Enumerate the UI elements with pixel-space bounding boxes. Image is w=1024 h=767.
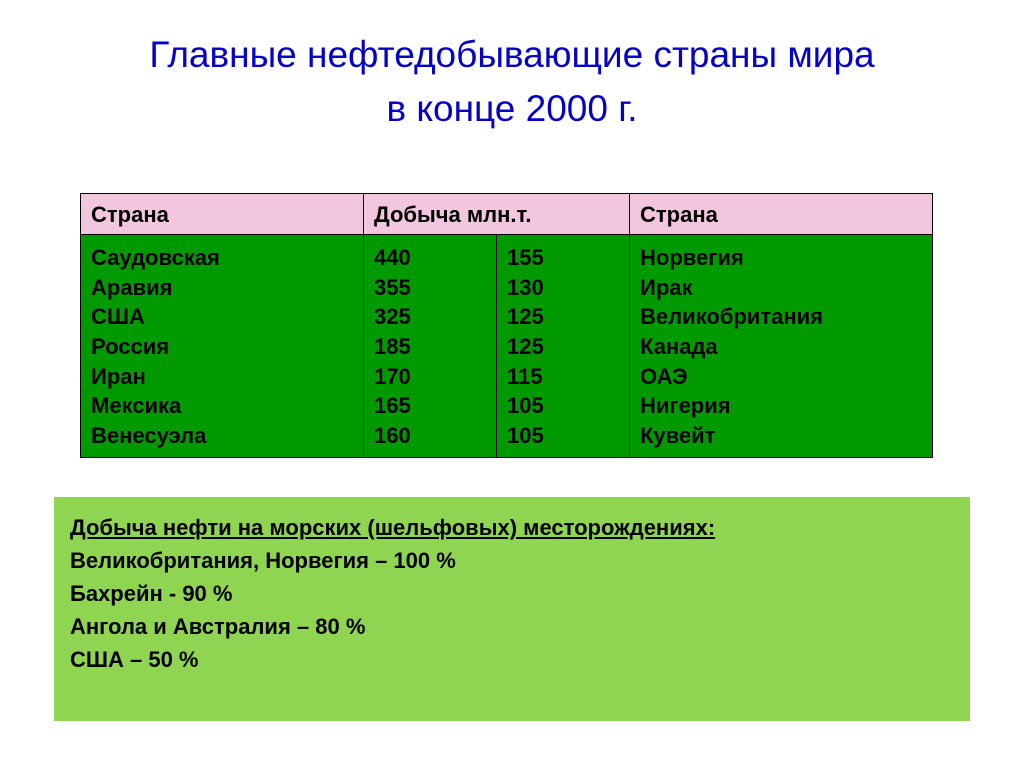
note-header: Добыча нефти на морских (шельфовых) мест… bbox=[70, 515, 715, 540]
value-left-6: 160 bbox=[374, 423, 411, 448]
country-right-1: Ирак bbox=[640, 275, 693, 300]
country-left-2: США bbox=[91, 304, 145, 329]
cell-right-countries: Норвегия Ирак Великобритания Канада ОАЭ … bbox=[630, 235, 933, 458]
title-line-2: в конце 2000 г. bbox=[386, 88, 637, 129]
value-left-4: 170 bbox=[374, 364, 411, 389]
country-left-0: Саудовская bbox=[91, 245, 220, 270]
offshore-note: Добыча нефти на морских (шельфовых) мест… bbox=[54, 497, 970, 721]
value-right-4: 115 bbox=[507, 364, 543, 389]
cell-left-countries: Саудовская Аравия США Россия Иран Мексик… bbox=[81, 235, 364, 458]
table-header-row: Страна Добыча млн.т. Страна bbox=[81, 194, 933, 235]
value-left-3: 185 bbox=[374, 334, 411, 359]
country-right-6: Кувейт bbox=[640, 423, 715, 448]
country-left-5: Мексика bbox=[91, 393, 181, 418]
country-right-2: Великобритания bbox=[640, 304, 823, 329]
value-left-1: 355 bbox=[374, 275, 411, 300]
country-right-5: Нигерия bbox=[640, 393, 731, 418]
value-left-0: 440 bbox=[374, 245, 411, 270]
country-left-4: Иран bbox=[91, 364, 146, 389]
value-left-5: 165 bbox=[374, 393, 411, 418]
country-left-1: Аравия bbox=[91, 275, 172, 300]
note-line-2: Ангола и Австралия – 80 % bbox=[70, 614, 365, 639]
note-line-0: Великобритания, Норвегия – 100 % bbox=[70, 548, 456, 573]
slide-title: Главные нефтедобывающие страны мира в ко… bbox=[0, 0, 1024, 135]
country-left-6: Венесуэла bbox=[91, 423, 206, 448]
country-left-3: Россия bbox=[91, 334, 169, 359]
country-right-0: Норвегия bbox=[640, 245, 744, 270]
col-header-production: Добыча млн.т. bbox=[364, 194, 630, 235]
oil-countries-table: Страна Добыча млн.т. Страна Саудовская А… bbox=[80, 193, 933, 458]
value-right-6: 105 bbox=[507, 423, 544, 448]
note-line-1: Бахрейн - 90 % bbox=[70, 581, 232, 606]
table-data-row: Саудовская Аравия США Россия Иран Мексик… bbox=[81, 235, 933, 458]
country-right-3: Канада bbox=[640, 334, 718, 359]
cell-right-values: 155 130 125 125 115 105 105 bbox=[497, 235, 630, 458]
country-right-4: ОАЭ bbox=[640, 364, 688, 389]
value-right-2: 125 bbox=[507, 304, 544, 329]
value-left-2: 325 bbox=[374, 304, 411, 329]
slide: Главные нефтедобывающие страны мира в ко… bbox=[0, 0, 1024, 767]
title-line-1: Главные нефтедобывающие страны мира bbox=[149, 34, 874, 75]
note-line-3: США – 50 % bbox=[70, 647, 199, 672]
col-header-country-right: Страна bbox=[630, 194, 933, 235]
cell-left-values: 440 355 325 185 170 165 160 bbox=[364, 235, 497, 458]
value-right-5: 105 bbox=[507, 393, 544, 418]
value-right-1: 130 bbox=[507, 275, 544, 300]
col-header-country-left: Страна bbox=[81, 194, 364, 235]
value-right-3: 125 bbox=[507, 334, 544, 359]
value-right-0: 155 bbox=[507, 245, 544, 270]
